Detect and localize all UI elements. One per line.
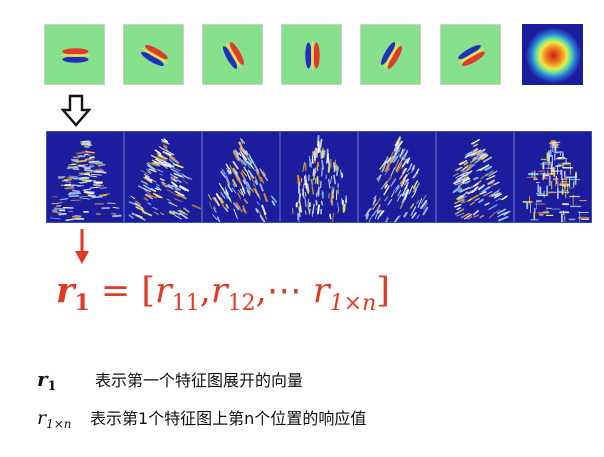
gabor-filter-4 <box>281 24 342 85</box>
feature-map-3 <box>202 131 280 223</box>
feature-map-1-graphic <box>47 132 123 222</box>
feature-map-1 <box>46 131 124 223</box>
formula-term1-base: r <box>155 271 172 311</box>
feature-map-4-graphic <box>281 132 357 222</box>
definition-2: r1×n 表示第1个特征图上第n个位置的响应值 <box>37 405 366 432</box>
definition-2-text: 表示第1个特征图上第n个位置的响应值 <box>90 409 367 428</box>
feature-map-2-graphic <box>125 132 201 222</box>
gabor-filter-2-graphic <box>124 25 183 84</box>
gabor-filter-5-graphic <box>361 25 420 84</box>
feature-map-7 <box>514 131 592 223</box>
feature-map-5 <box>358 131 436 223</box>
gabor-filter-6-graphic <box>441 25 500 84</box>
definition-1: r1 表示第一个特征图展开的向量 <box>37 367 303 394</box>
hollow-down-arrow-icon <box>61 94 91 127</box>
feature-map-6-graphic <box>437 132 513 222</box>
gabor-filter-5 <box>360 24 421 85</box>
formula-ellipsis: ⋯ <box>266 271 302 311</box>
definition-2-symbol-sub: 1×n <box>46 417 72 432</box>
formula-open-bracket: [ <box>141 271 156 311</box>
feature-map-7-graphic <box>515 132 591 222</box>
formula-comma1: , <box>199 271 211 311</box>
formula-term3-base: r <box>312 271 330 311</box>
gaussian-filter <box>522 24 583 85</box>
formula-lhs-base: r <box>56 270 75 311</box>
gabor-filter-3 <box>202 24 263 85</box>
red-down-arrow-icon <box>75 229 89 264</box>
gabor-filter-4-graphic <box>282 25 341 84</box>
definition-1-text: 表示第一个特征图展开的向量 <box>95 371 304 390</box>
formula-term2-sub: 12 <box>227 291 256 316</box>
gaussian-filter-graphic <box>523 25 582 84</box>
formula-equals: = <box>100 271 131 311</box>
formula-close-bracket: ] <box>376 271 390 311</box>
formula-term3-sub: 1×n <box>329 291 377 316</box>
feature-map-3-graphic <box>203 132 279 222</box>
formula-term1-sub: 11 <box>171 291 200 316</box>
gabor-filter-1 <box>44 24 105 85</box>
definition-1-symbol: r1 <box>37 367 95 394</box>
gabor-filter-6 <box>440 24 501 85</box>
formula-lhs-sub: 1 <box>74 290 90 316</box>
formula-term2-base: r <box>210 271 228 311</box>
filter-row <box>0 24 604 88</box>
feature-map-row <box>0 131 604 227</box>
formula: r1 = [r11,r12,⋯ r1×n] <box>56 266 390 316</box>
feature-map-2 <box>124 131 202 223</box>
gabor-filter-2 <box>123 24 184 85</box>
definition-1-symbol-sub: 1 <box>47 379 57 395</box>
gabor-filter-1-graphic <box>45 25 104 84</box>
feature-map-5-graphic <box>359 132 435 222</box>
definition-2-symbol-base: r <box>37 407 47 429</box>
feature-map-6 <box>436 131 514 223</box>
feature-map-4 <box>280 131 358 223</box>
gabor-filter-3-graphic <box>203 25 262 84</box>
definition-2-symbol: r1×n <box>37 407 90 432</box>
formula-comma2: , <box>255 271 267 311</box>
definition-1-symbol-base: r <box>37 367 48 391</box>
